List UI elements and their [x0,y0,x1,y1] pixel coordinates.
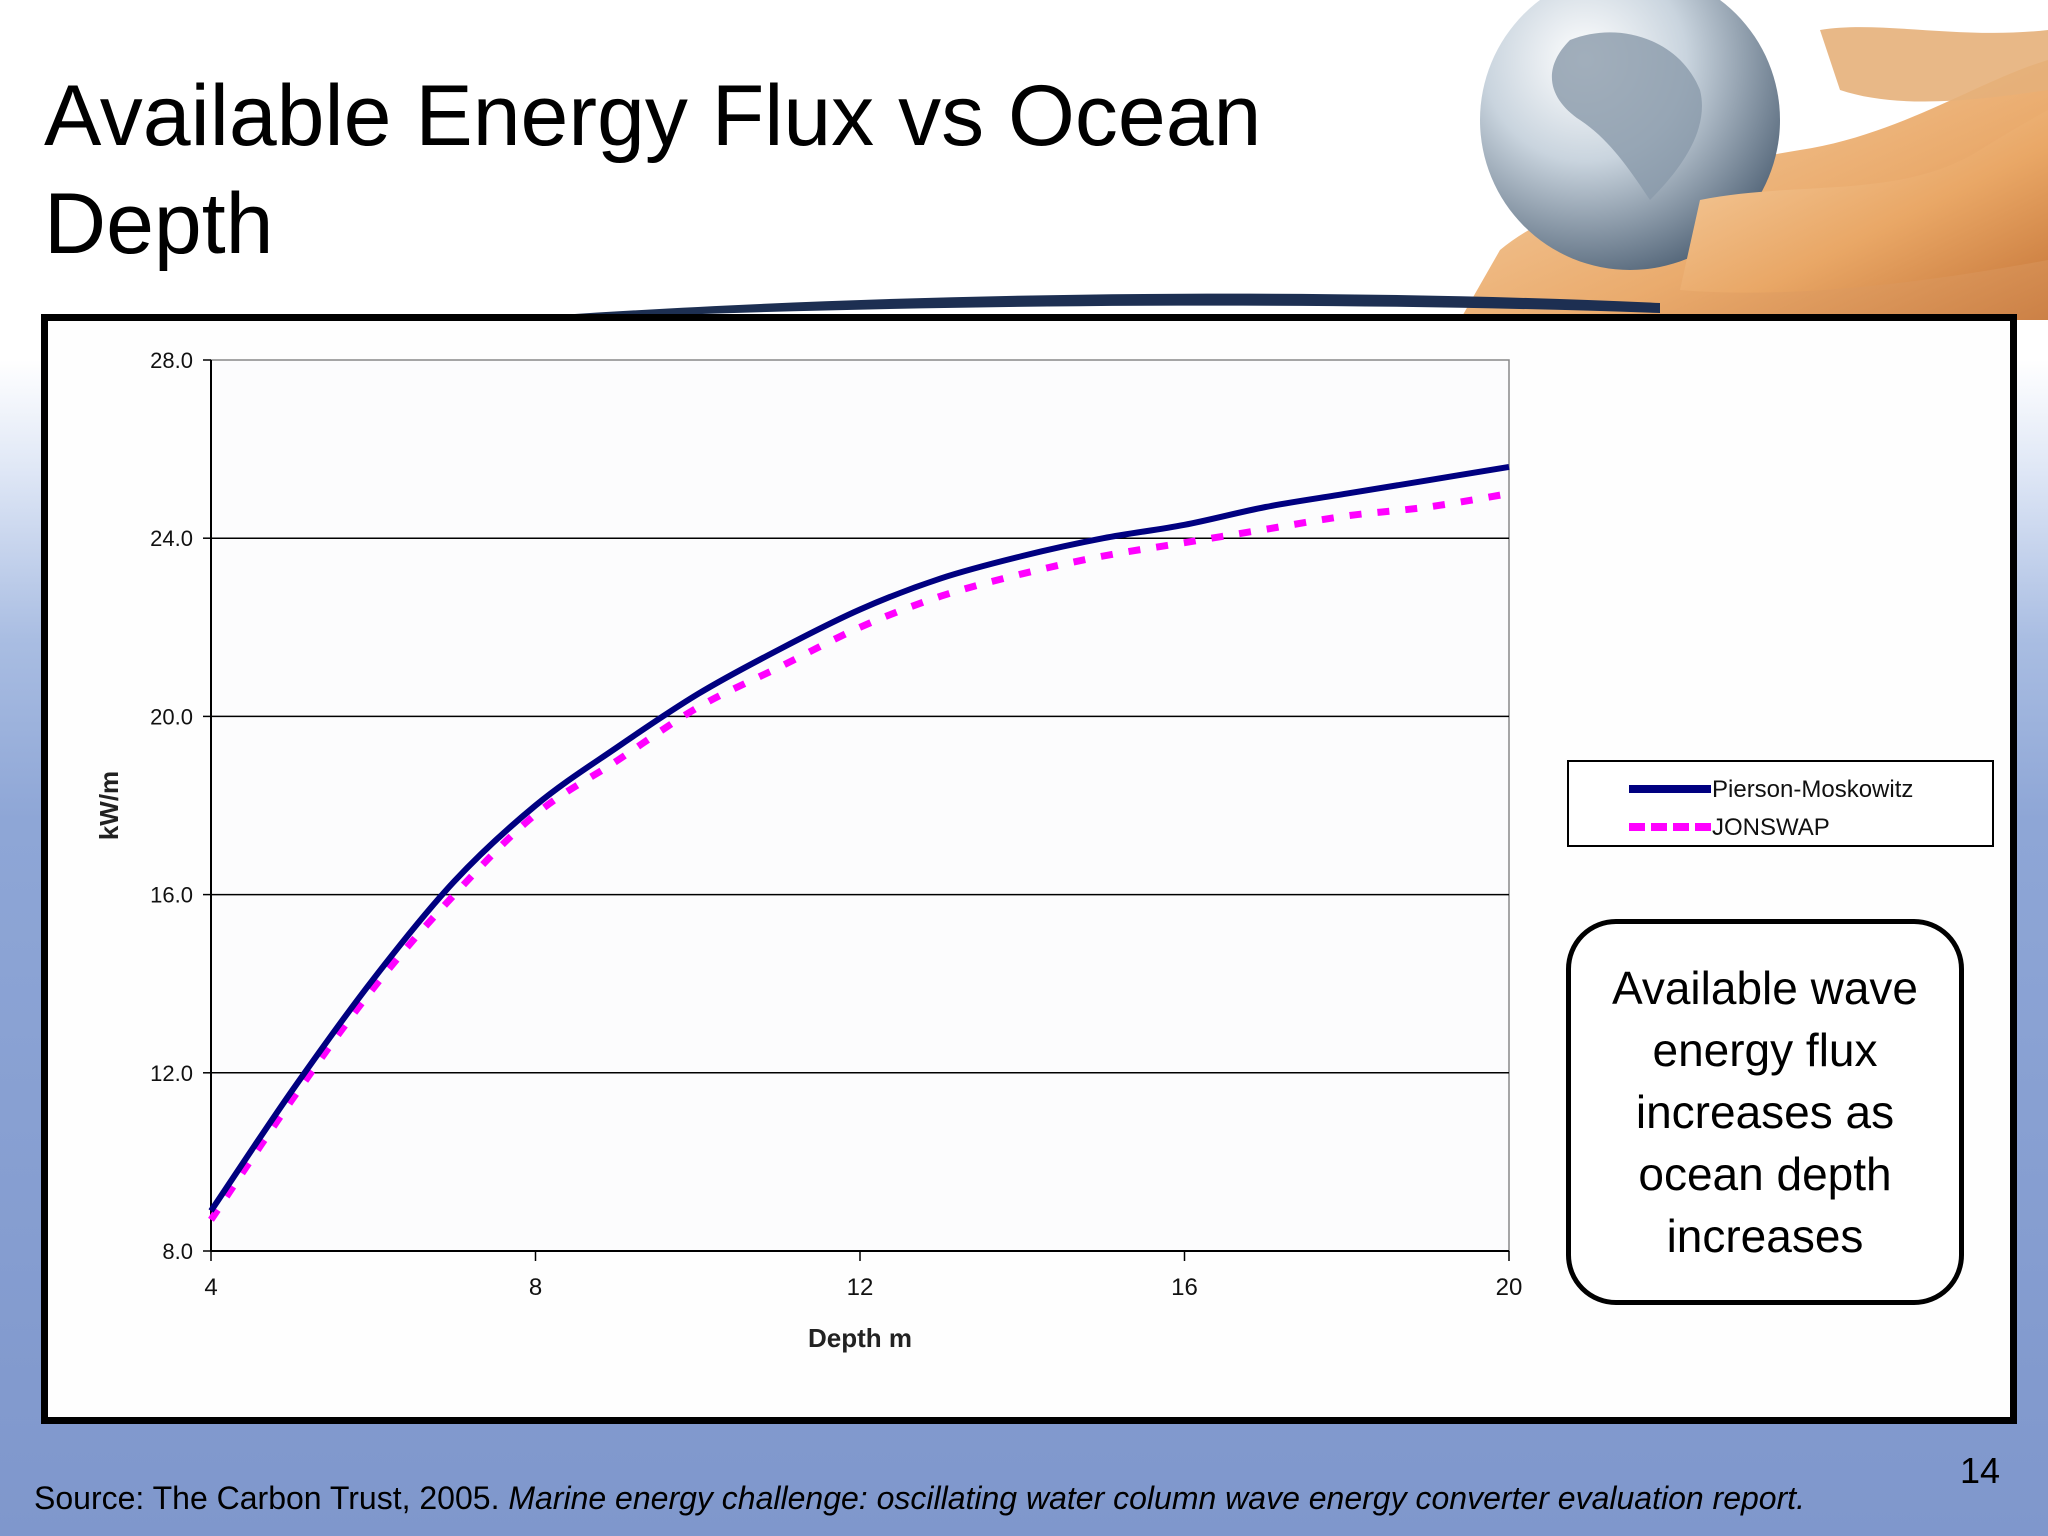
series-line-pierson-moskowitz [208,463,1510,1213]
legend-item-jonswap: JONSWAP [1569,813,1992,843]
x-tick-label: 20 [1496,1274,1523,1301]
y-tick-label: 24.0 [150,526,193,551]
source-citation: Source: The Carbon Trust, 2005. Marine e… [34,1480,1805,1517]
source-prefix: Source: The Carbon Trust, 2005. [34,1480,509,1516]
slide-title-line-2: Depth [44,176,274,272]
chart-legend: Pierson-Moskowitz JONSWAP [1567,760,1994,847]
slide-title: Available Energy Flux vs Ocean Depth [44,62,1404,278]
y-tick-label: 28.0 [150,348,193,373]
y-tick-label: 12.0 [150,1061,193,1086]
x-tick-label: 12 [847,1274,874,1301]
globe-in-hand-image [1380,0,2048,320]
legend-label-pierson-moskowitz: Pierson-Moskowitz [1712,776,1914,803]
plot-area [210,359,1510,1252]
series-line-jonswap [208,490,1510,1222]
legend-swatch-jonswap [1629,823,1711,831]
legend-item-pierson-moskowitz: Pierson-Moskowitz [1569,775,1992,805]
legend-swatch-pierson-moskowitz [1629,785,1711,793]
slide-title-line-1: Available Energy Flux vs Ocean [44,68,1262,164]
slide-number: 14 [1960,1450,2001,1491]
x-axis-title: Depth m [808,1323,912,1353]
x-tick-label: 8 [529,1274,542,1301]
y-tick-label: 8.0 [162,1239,193,1264]
x-tick-label: 16 [1171,1274,1198,1301]
callout-text: Available wave energy flux increases as … [1611,962,1918,1262]
y-axis-title: kW/m [94,771,124,840]
y-tick-label: 16.0 [150,883,193,908]
x-tick-label: 4 [204,1274,217,1301]
callout-box: Available wave energy flux increases as … [1566,919,1964,1305]
legend-label-jonswap: JONSWAP [1712,814,1830,841]
y-tick-label: 20.0 [150,704,193,729]
decorative-swoosh [560,293,1660,319]
source-report-title: Marine energy challenge: oscillating wat… [508,1480,1806,1516]
